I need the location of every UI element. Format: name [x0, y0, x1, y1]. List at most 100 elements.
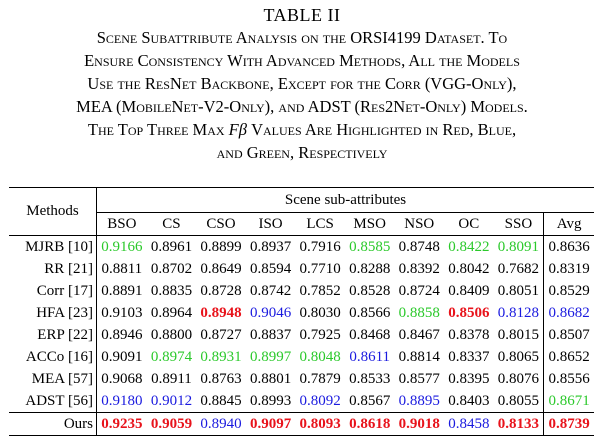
method-name: ACCo [16] [9, 346, 97, 368]
cell-cs: 0.8835 [150, 282, 193, 299]
table-row: ACCo [16] 0.9091 0.8974 0.8931 0.8997 0.8048 0… [9, 346, 594, 368]
cell-cso: 0.8940 [196, 412, 246, 436]
cell-sso: 0.7682 [493, 258, 545, 280]
cell-bso: 0.8811 [101, 260, 143, 277]
results-table: Methods Scene sub-attributes BSO CS CSO ISO… [9, 187, 594, 436]
caption-line-2: Ensure Consistency With Advanced Methods… [84, 51, 520, 70]
cell-sso: 0.8051 [493, 280, 545, 302]
cell-cso: 0.8649 [200, 260, 242, 277]
caption-f-beta: Fβ [228, 120, 247, 139]
cell-avg: 0.8671 [548, 392, 590, 409]
method-name: ERP [22] [9, 324, 97, 346]
table-row: ERP [22] 0.8946 0.8800 0.8727 0.8837 0.7925 0.… [9, 324, 594, 346]
method-name: Ours [9, 412, 97, 436]
cell-nso: 0.8724 [398, 282, 440, 299]
method-name: ADST [56] [9, 390, 97, 413]
caption-line-1: Scene Subattribute Analysis on the ORSI4… [96, 28, 508, 47]
column-header-bso: BSO [96, 212, 147, 236]
cell-lcs: 0.8093 [295, 412, 345, 436]
cell-nso: 0.8467 [398, 326, 440, 343]
column-header-iso: ISO [245, 212, 296, 236]
cell-oc: 0.8409 [448, 282, 490, 299]
column-header-nso: NSO [394, 212, 445, 236]
table-row: Ours 0.9235 0.9059 0.8940 0.9097 0.8093 0.8618… [9, 412, 594, 436]
cell-iso: 0.8997 [249, 348, 292, 365]
cell-avg: 0.8507 [548, 326, 590, 343]
table-row: Corr [17] 0.8891 0.8835 0.8728 0.8742 0.7852 0… [9, 280, 594, 302]
cell-cs: 0.8964 [150, 304, 193, 321]
cell-avg: 0.8652 [548, 348, 590, 365]
cell-oc: 0.8403 [448, 392, 490, 409]
cell-avg: 0.8529 [548, 282, 590, 299]
cell-iso: 0.8993 [249, 392, 292, 409]
cell-avg: 0.8739 [543, 412, 594, 436]
cell-lcs: 0.7710 [299, 260, 341, 277]
column-header-avg: Avg [543, 212, 594, 236]
cell-sso: 0.8091 [493, 235, 545, 258]
cell-oc: 0.8422 [444, 235, 494, 258]
cell-cso: 0.8763 [200, 370, 242, 387]
cell-cs: 0.8961 [146, 235, 197, 258]
cell-cs: 0.9012 [150, 392, 193, 409]
cell-cso: 0.8931 [200, 348, 242, 365]
cell-oc: 0.8378 [448, 326, 490, 343]
cell-sso: 0.8133 [493, 412, 545, 436]
cell-bso: 0.9235 [96, 412, 147, 436]
cell-iso: 0.8742 [249, 282, 292, 299]
cell-lcs: 0.7925 [299, 326, 341, 343]
cell-mso: 0.8566 [349, 304, 391, 321]
cell-nso: 0.8814 [398, 348, 440, 365]
cell-sso: 0.8076 [493, 368, 545, 390]
cell-bso: 0.8946 [101, 326, 143, 343]
cell-iso: 0.8801 [249, 370, 292, 387]
cell-cs: 0.9059 [146, 412, 197, 436]
column-header-cs: CS [146, 212, 197, 236]
cell-lcs: 0.7852 [299, 282, 341, 299]
method-name: Corr [17] [9, 280, 97, 302]
caption-line-4: MEA (MobileNet-V2-Only), and ADST (Res2N… [76, 97, 528, 116]
table-row: ADST [56] 0.9180 0.9012 0.8845 0.8993 0.8092 0… [9, 390, 594, 413]
cell-oc: 0.8042 [448, 260, 490, 277]
cell-cs: 0.8702 [150, 260, 193, 277]
cell-mso: 0.8528 [349, 282, 391, 299]
cell-bso: 0.9166 [96, 235, 147, 258]
column-header-lcs: LCS [295, 212, 345, 236]
caption-line-3: Use the ResNet Backbone, Except for the … [87, 74, 517, 93]
cell-cso: 0.8899 [196, 235, 246, 258]
column-header-sso: SSO [493, 212, 545, 236]
cell-cso: 0.8728 [200, 282, 242, 299]
column-header-mso: MSO [344, 212, 395, 236]
table-body: MJRB [10] 0.9166 0.8961 0.8899 0.8937 0.7916 0… [9, 235, 594, 436]
cell-sso: 0.8015 [493, 324, 545, 346]
caption-line-5-start: The Top Three Max [87, 120, 229, 139]
cell-avg: 0.8319 [548, 260, 590, 277]
cell-mso: 0.8288 [349, 260, 391, 277]
column-header-row: BSO CS CSO ISO LCS MSO NSO OC SSO Avg [9, 212, 594, 236]
cell-sso: 0.8055 [493, 390, 545, 413]
cell-oc: 0.8506 [448, 304, 490, 321]
cell-iso: 0.8837 [249, 326, 292, 343]
cell-mso: 0.8618 [344, 412, 395, 436]
table-row: RR [21] 0.8811 0.8702 0.8649 0.8594 0.7710 0.8… [9, 258, 594, 280]
cell-bso: 0.9068 [101, 370, 143, 387]
cell-cs: 0.8911 [151, 370, 192, 387]
cell-lcs: 0.8030 [299, 304, 341, 321]
method-name: RR [21] [9, 258, 97, 280]
cell-nso: 0.9018 [394, 412, 445, 436]
cell-mso: 0.8585 [344, 235, 395, 258]
cell-lcs: 0.8092 [299, 392, 341, 409]
cell-cso: 0.8845 [200, 392, 242, 409]
caption-line-6: and Green, Respectively [216, 143, 388, 162]
cell-nso: 0.8858 [398, 304, 440, 321]
methods-header: Methods [9, 187, 97, 236]
cell-cso: 0.8727 [200, 326, 242, 343]
cell-oc: 0.8395 [448, 370, 490, 387]
cell-avg: 0.8682 [548, 304, 590, 321]
cell-cs: 0.8800 [150, 326, 193, 343]
method-name: MEA [57] [9, 368, 97, 390]
cell-avg: 0.8556 [548, 370, 590, 387]
cell-nso: 0.8392 [398, 260, 440, 277]
cell-cso: 0.8948 [200, 304, 242, 321]
cell-oc: 0.8337 [448, 348, 490, 365]
group-header: Scene sub-attributes [96, 187, 594, 213]
